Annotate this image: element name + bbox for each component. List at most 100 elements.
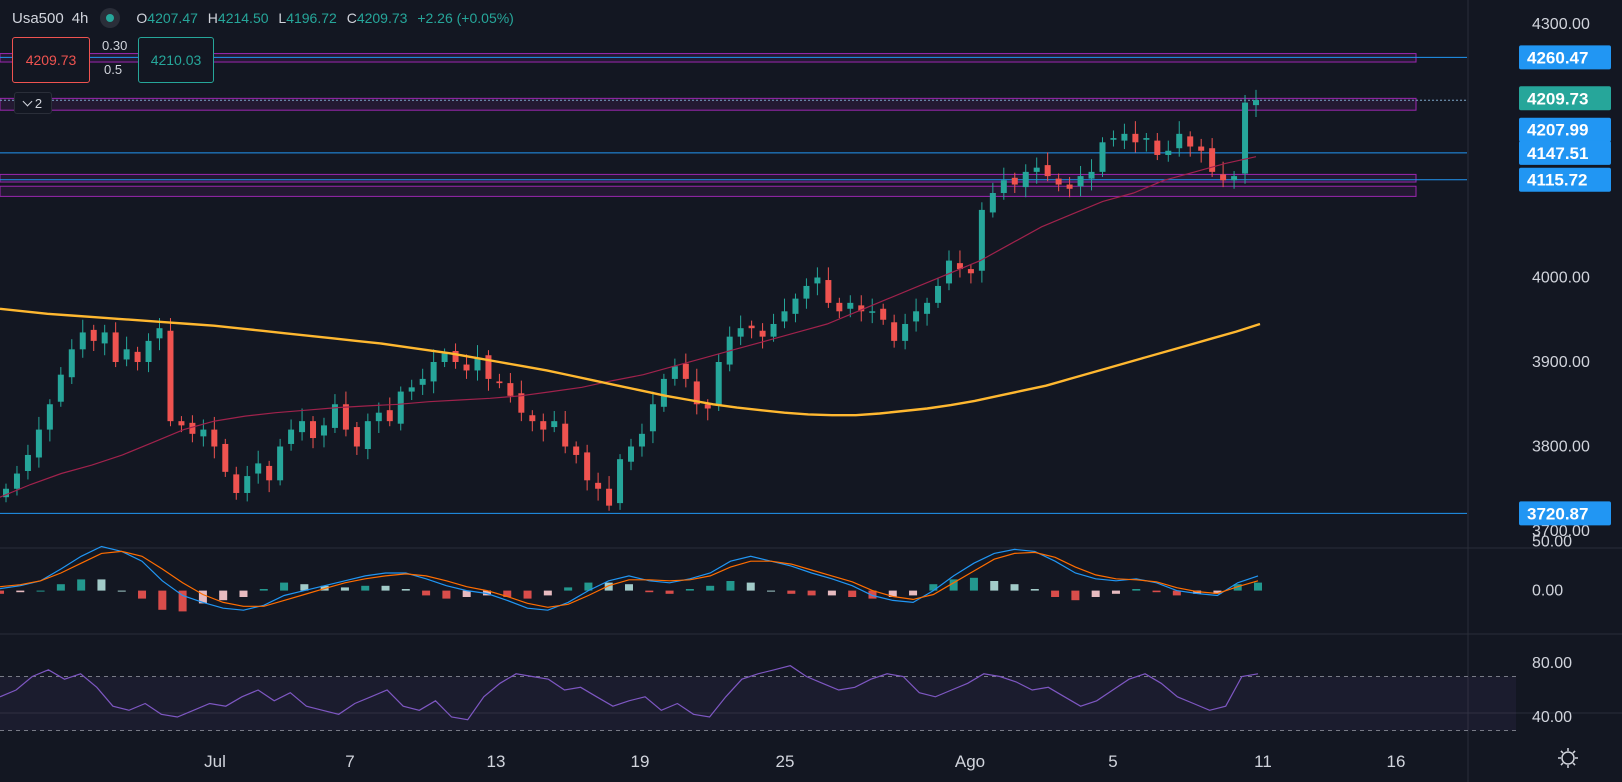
- indicator-count: 2: [34, 95, 43, 111]
- bullish-candle: [847, 295, 854, 318]
- long-moving-average: [0, 307, 1261, 417]
- macd-histogram-bar: [1132, 589, 1141, 591]
- candle-body: [924, 302, 931, 314]
- candle-body: [1154, 140, 1161, 155]
- macd-histogram-bar: [422, 590, 431, 596]
- time-axis-tick: 7: [345, 752, 354, 771]
- candle-body: [244, 476, 251, 493]
- market-status-icon[interactable]: [100, 8, 121, 28]
- bullish-candle: [660, 373, 667, 412]
- bearish-candle: [178, 416, 185, 433]
- candle-body: [386, 410, 393, 422]
- macd-histogram-bar: [138, 590, 147, 599]
- bullish-candle: [1176, 121, 1183, 157]
- candle-body: [68, 349, 75, 378]
- bullish-candle: [649, 391, 656, 444]
- price-label: 3720.87: [1527, 504, 1588, 523]
- macd-histogram-bar: [746, 582, 755, 591]
- bullish-candle: [123, 336, 130, 367]
- candle-body: [967, 269, 974, 274]
- bearish-candle: [452, 343, 459, 369]
- bullish-candle: [3, 483, 9, 503]
- change-value: +2.26 (+0.05%): [417, 10, 514, 26]
- candle-body: [397, 391, 404, 424]
- candle-body: [803, 285, 810, 299]
- candle-body: [101, 332, 108, 344]
- bearish-candle: [507, 372, 514, 403]
- bullish-candle: [803, 278, 810, 309]
- bearish-candle: [211, 416, 218, 459]
- candle-body: [628, 446, 634, 462]
- buy-button[interactable]: 4210.03: [138, 37, 214, 83]
- candle-body: [35, 429, 42, 458]
- macd-histogram-bar: [381, 585, 390, 591]
- candle-body: [156, 328, 163, 339]
- settings-icon-tooth: [1572, 750, 1576, 754]
- bullish-candle: [419, 368, 426, 395]
- bullish-candle: [397, 386, 404, 431]
- candle-body: [529, 415, 536, 422]
- candle-body: [452, 351, 459, 362]
- candle-body: [1033, 167, 1040, 172]
- bearish-candle: [386, 397, 393, 427]
- candle-body: [364, 421, 371, 450]
- bullish-candle: [869, 298, 876, 324]
- candle-body: [320, 425, 327, 436]
- candle-body: [748, 325, 755, 329]
- bearish-candle: [167, 318, 174, 427]
- bearish-candle: [967, 263, 974, 284]
- bullish-candle: [1121, 123, 1128, 150]
- bearish-candle: [1209, 138, 1216, 177]
- macd-histogram-bar: [1010, 584, 1019, 591]
- candle-body: [978, 209, 985, 271]
- bullish-candle: [1033, 157, 1040, 184]
- time-axis-tick: 19: [631, 752, 650, 771]
- bearish-candle: [573, 441, 580, 464]
- macd-histogram-bar: [868, 590, 877, 599]
- candle-body: [342, 404, 349, 430]
- candle-body: [1000, 180, 1007, 193]
- candle-body: [1231, 176, 1238, 181]
- bullish-candle: [474, 345, 481, 381]
- macd-histogram-bar: [1030, 589, 1039, 591]
- macd-histogram-bar: [16, 590, 25, 593]
- macd-histogram-bar: [1071, 590, 1080, 601]
- bullish-candle: [1231, 171, 1238, 189]
- macd-histogram-bar: [361, 585, 370, 591]
- bullish-candle: [978, 202, 985, 283]
- indicator-collapse-button[interactable]: 2: [14, 92, 52, 114]
- candle-body: [46, 404, 53, 430]
- candle-body: [1077, 176, 1084, 187]
- macd-axis-tick: 0.00: [1532, 583, 1563, 600]
- sell-button[interactable]: 4209.73: [12, 37, 90, 83]
- macd-line: [0, 545, 1259, 611]
- timeframe[interactable]: 4h: [71, 9, 89, 27]
- candle-body: [1121, 133, 1128, 141]
- time-axis-tick: 13: [487, 752, 506, 771]
- bullish-candle: [945, 250, 952, 291]
- bearish-candle: [682, 353, 689, 388]
- candle-body: [1132, 133, 1139, 143]
- bearish-candle: [90, 324, 97, 352]
- bullish-candle: [935, 278, 942, 308]
- signal-line: [0, 550, 1259, 608]
- candle-body: [57, 374, 64, 402]
- macd-histogram-bar: [726, 581, 735, 591]
- candle-body: [419, 378, 426, 385]
- symbol-name[interactable]: Usa500: [12, 9, 64, 27]
- settings-icon[interactable]: [1558, 748, 1578, 768]
- candle-body: [134, 351, 141, 362]
- macd-histogram-bar: [584, 582, 593, 591]
- bullish-candle: [24, 444, 31, 480]
- candle-body: [935, 285, 942, 303]
- candle-body: [79, 332, 86, 350]
- price-label-box: [1519, 167, 1611, 192]
- price-label: 4207.99: [1527, 121, 1588, 140]
- time-axis-tick: Jul: [204, 752, 226, 771]
- bullish-candle: [288, 419, 295, 451]
- bearish-candle: [233, 466, 240, 500]
- candle-body: [24, 454, 31, 472]
- macd-histogram-bar: [604, 582, 613, 591]
